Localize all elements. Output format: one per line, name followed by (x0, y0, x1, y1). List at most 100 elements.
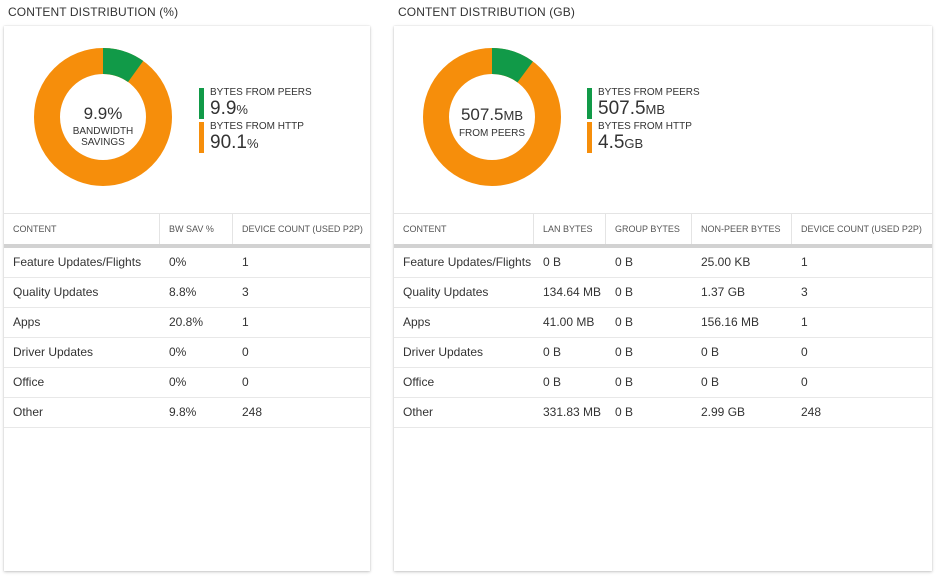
left-legend-peers: BYTES FROM PEERS 9.9% (199, 87, 312, 121)
right-legend-peers-label: BYTES FROM PEERS (598, 87, 700, 98)
right-table-cell: Feature Updates/Flights (403, 255, 532, 269)
right-column-header[interactable]: GROUP BYTES (606, 214, 692, 244)
left-table-cell: 1 (242, 255, 249, 269)
right-table-cell: 0 B (615, 405, 634, 419)
right-table-row[interactable]: Driver Updates 0 B 0 B 0 B 0 (394, 338, 932, 368)
right-legend: BYTES FROM PEERS 507.5MB BYTES FROM HTTP… (587, 87, 700, 155)
right-table-cell: 0 B (615, 345, 634, 359)
right-donut-chart[interactable] (422, 47, 562, 187)
right-table-cell: 134.64 MB (543, 285, 602, 299)
right-table-cell: 248 (801, 405, 822, 419)
left-table-cell: 1 (242, 315, 249, 329)
left-legend-http-value: 90.1% (210, 132, 259, 153)
left-donut-peers-arc (34, 48, 172, 186)
left-table-cell: 0% (169, 375, 187, 389)
left-content-table: CONTENT BW SAV % DEVICE COUNT (USED P2P) Fe… (4, 213, 370, 428)
left-table-cell: 0 (242, 375, 249, 389)
left-legend-peers-label: BYTES FROM PEERS (210, 87, 312, 98)
right-table-cell: 25.00 KB (701, 255, 751, 269)
left-legend-peers-value: 9.9% (210, 98, 248, 119)
right-table-row[interactable]: Other 331.83 MB 0 B 2.99 GB 248 (394, 398, 932, 428)
left-table-cell: 3 (242, 285, 249, 299)
left-table-cell: 0% (169, 255, 187, 269)
right-table-cell: 0 B (701, 345, 720, 359)
left-table-cell: 8.8% (169, 285, 197, 299)
right-legend-http-swatch (587, 122, 592, 153)
right-column-header[interactable]: LAN BYTES (534, 214, 606, 244)
left-table-header: CONTENT BW SAV % DEVICE COUNT (USED P2P) (4, 213, 370, 248)
right-table-cell: 0 B (615, 255, 634, 269)
right-table-cell: 3 (801, 285, 808, 299)
left-legend-http-swatch (199, 122, 204, 153)
right-column-header[interactable]: DEVICE COUNT (USED P2P) (801, 224, 922, 234)
left-table-cell: Driver Updates (13, 345, 94, 359)
left-table-cell: Quality Updates (13, 285, 99, 299)
right-table-cell: Apps (403, 315, 431, 329)
right-legend-http-value: 4.5GB (598, 132, 644, 153)
left-table-cell: 20.8% (169, 315, 204, 329)
right-table-cell: 0 (801, 375, 808, 389)
right-legend-http: BYTES FROM HTTP 4.5GB (587, 121, 700, 155)
right-center-label-1: FROM PEERS (458, 128, 526, 139)
left-column-header[interactable]: CONTENT (4, 214, 160, 244)
left-table-cell: Apps (13, 315, 41, 329)
right-column-header[interactable]: CONTENT (394, 214, 534, 244)
right-table-cell: 0 B (543, 375, 562, 389)
right-table-cell: Other (403, 405, 434, 419)
right-donut-area: 507.5MB FROM PEERS BYTES FROM PEERS 507.… (394, 26, 932, 211)
left-table-cell: Feature Updates/Flights (13, 255, 142, 269)
left-legend: BYTES FROM PEERS 9.9% BYTES FROM HTTP 90… (199, 87, 312, 155)
left-center-value: 9.9% (83, 104, 123, 123)
right-table-cell: 331.83 MB (543, 405, 602, 419)
right-table-cell: Quality Updates (403, 285, 489, 299)
right-legend-http-label: BYTES FROM HTTP (598, 121, 692, 132)
left-table-cell: Office (13, 375, 45, 389)
left-legend-peers-swatch (199, 88, 204, 119)
right-legend-peers: BYTES FROM PEERS 507.5MB (587, 87, 700, 121)
right-content-table: CONTENT LAN BYTES GROUP BYTES NON-PEER BYTE… (394, 213, 932, 428)
right-legend-peers-value: 507.5MB (598, 98, 666, 119)
right-table-cell: 2.99 GB (701, 405, 746, 419)
right-table-cell: 0 B (543, 345, 562, 359)
left-center-label-2: SAVINGS (81, 137, 125, 148)
left-column-header[interactable]: BW SAV % (160, 214, 233, 244)
left-table-row[interactable]: Feature Updates/Flights 0% 1 (4, 248, 370, 278)
right-donut-peers-arc (423, 48, 561, 186)
left-table-row[interactable]: Quality Updates 8.8% 3 (4, 278, 370, 308)
right-table-cell: 0 B (543, 255, 562, 269)
right-table-cell: 1 (801, 315, 808, 329)
left-donut-chart[interactable] (33, 47, 173, 187)
right-table-cell: 0 (801, 345, 808, 359)
left-table-row[interactable]: Office 0% 0 (4, 368, 370, 398)
right-table-cell: 41.00 MB (543, 315, 595, 329)
left-table-cell: 0 (242, 345, 249, 359)
left-table-cell: 0% (169, 345, 187, 359)
right-donut-center: 507.5MB FROM PEERS (437, 105, 547, 139)
right-table-cell: 1.37 GB (701, 285, 746, 299)
right-table-row[interactable]: Apps 41.00 MB 0 B 156.16 MB 1 (394, 308, 932, 338)
left-legend-http: BYTES FROM HTTP 90.1% (199, 121, 312, 155)
right-table-cell: Office (403, 375, 435, 389)
left-table-cell: 9.8% (169, 405, 197, 419)
left-column-header[interactable]: DEVICE COUNT (USED P2P) (242, 224, 363, 234)
left-table-cell: Other (13, 405, 44, 419)
right-table-row[interactable]: Office 0 B 0 B 0 B 0 (394, 368, 932, 398)
left-panel-title: CONTENT DISTRIBUTION (%) (8, 5, 179, 19)
right-table-cell: 0 B (615, 315, 634, 329)
right-table-cell: 0 B (701, 375, 720, 389)
left-donut-center: 9.9% BANDWIDTH SAVINGS (48, 104, 158, 148)
left-table-row[interactable]: Apps 20.8% 1 (4, 308, 370, 338)
left-center-label-1: BANDWIDTH (72, 126, 134, 137)
left-legend-http-label: BYTES FROM HTTP (210, 121, 304, 132)
left-donut-area: 9.9% BANDWIDTH SAVINGS BYTES FROM PEERS … (4, 26, 370, 211)
right-column-header[interactable]: NON-PEER BYTES (692, 214, 792, 244)
right-panel-title: CONTENT DISTRIBUTION (GB) (398, 5, 575, 19)
left-table-row[interactable]: Other 9.8% 248 (4, 398, 370, 428)
left-table-row[interactable]: Driver Updates 0% 0 (4, 338, 370, 368)
right-table-row[interactable]: Feature Updates/Flights 0 B 0 B 25.00 KB 1 (394, 248, 932, 278)
right-table-cell: 156.16 MB (701, 315, 760, 329)
left-table-cell: 248 (242, 405, 263, 419)
right-table-row[interactable]: Quality Updates 134.64 MB 0 B 1.37 GB 3 (394, 278, 932, 308)
right-table-cell: 0 B (615, 285, 634, 299)
content-distribution-gb-card: 507.5MB FROM PEERS BYTES FROM PEERS 507.… (394, 26, 932, 571)
